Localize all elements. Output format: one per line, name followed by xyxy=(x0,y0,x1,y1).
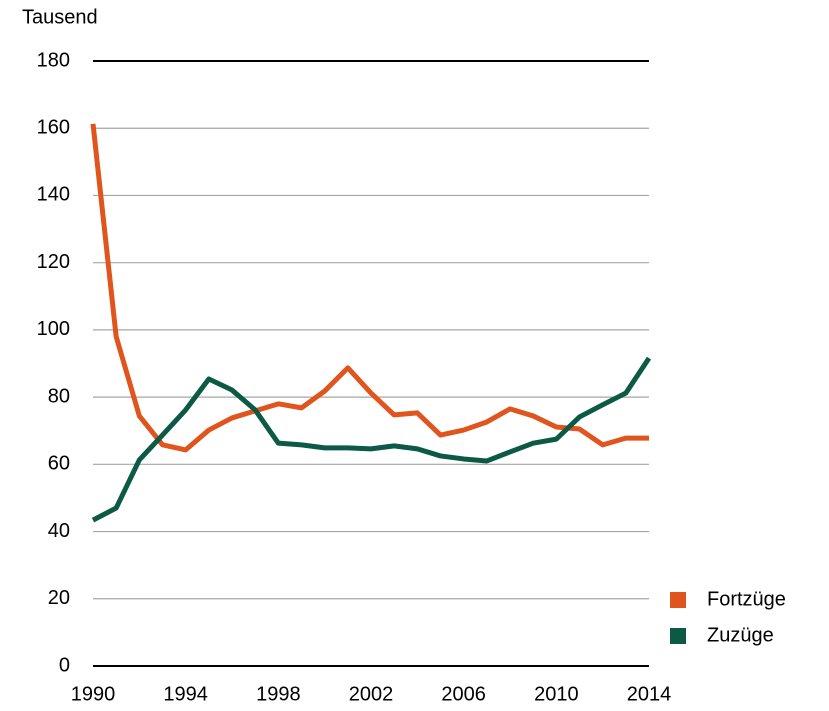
legend-label: Fortzüge xyxy=(707,588,786,610)
line xyxy=(90,123,649,453)
x-tick-label: 2002 xyxy=(349,683,394,705)
y-tick-label: 120 xyxy=(37,251,70,273)
y-tick-label: 180 xyxy=(37,49,70,71)
legend-swatch xyxy=(670,628,686,644)
x-tick-label: 1998 xyxy=(256,683,301,705)
y-axis-label: Tausend xyxy=(22,6,98,28)
line xyxy=(91,356,652,523)
y-tick-label: 20 xyxy=(48,587,70,609)
legend-swatch xyxy=(670,592,686,608)
y-tick-label: 0 xyxy=(59,654,70,676)
x-tick-label: 2014 xyxy=(627,683,672,705)
y-tick-label: 40 xyxy=(48,520,70,542)
y-tick-label: 60 xyxy=(48,453,70,475)
x-tick-label: 1994 xyxy=(163,683,208,705)
legend-label: Zuzüge xyxy=(707,624,774,646)
x-tick-label: 2010 xyxy=(534,683,579,705)
y-tick-label: 100 xyxy=(37,318,70,340)
y-tick-label: 160 xyxy=(37,117,70,139)
x-tick-label: 1990 xyxy=(71,683,116,705)
y-tick-label: 140 xyxy=(37,184,70,206)
x-tick-label: 2006 xyxy=(441,683,486,705)
y-tick-label: 80 xyxy=(48,385,70,407)
